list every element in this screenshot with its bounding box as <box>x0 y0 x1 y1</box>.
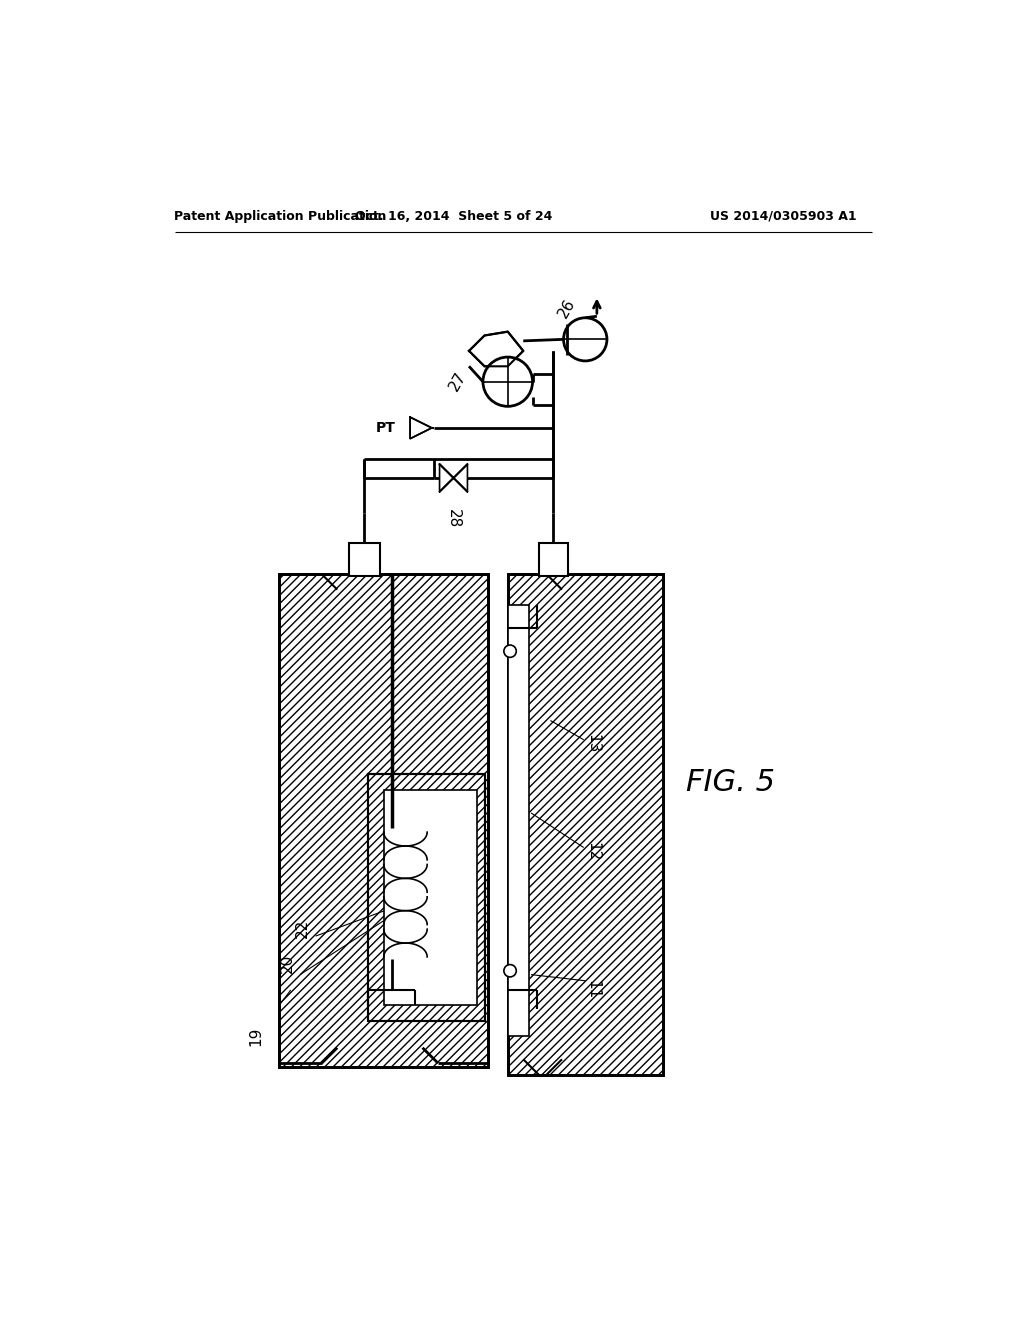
Polygon shape <box>469 331 523 367</box>
Text: FIG. 5: FIG. 5 <box>686 768 775 796</box>
Circle shape <box>483 358 532 407</box>
Bar <box>508 574 663 1074</box>
Polygon shape <box>410 417 432 438</box>
Bar <box>508 574 663 1074</box>
Bar <box>539 544 568 576</box>
Text: 27: 27 <box>446 370 469 393</box>
Text: 19: 19 <box>249 1027 263 1045</box>
Text: 20: 20 <box>280 953 295 973</box>
Text: 11: 11 <box>586 981 600 999</box>
Text: 12: 12 <box>586 842 600 861</box>
Polygon shape <box>439 465 454 492</box>
Text: Oct. 16, 2014  Sheet 5 of 24: Oct. 16, 2014 Sheet 5 of 24 <box>354 210 552 223</box>
Text: 22: 22 <box>295 919 310 939</box>
Bar <box>349 544 380 576</box>
Bar <box>280 574 488 1067</box>
Bar <box>280 574 488 1067</box>
Bar <box>508 605 529 1036</box>
Text: US 2014/0305903 A1: US 2014/0305903 A1 <box>710 210 856 223</box>
Polygon shape <box>454 465 467 492</box>
Bar <box>369 775 484 1020</box>
Text: 28: 28 <box>446 508 461 528</box>
Text: PT: PT <box>376 421 395 434</box>
Circle shape <box>504 965 516 977</box>
Circle shape <box>563 318 607 360</box>
Bar <box>384 789 477 1006</box>
Text: 26: 26 <box>556 297 579 321</box>
Circle shape <box>504 645 516 657</box>
Text: Patent Application Publication: Patent Application Publication <box>174 210 387 223</box>
Text: 13: 13 <box>586 734 600 754</box>
Bar <box>369 775 484 1020</box>
